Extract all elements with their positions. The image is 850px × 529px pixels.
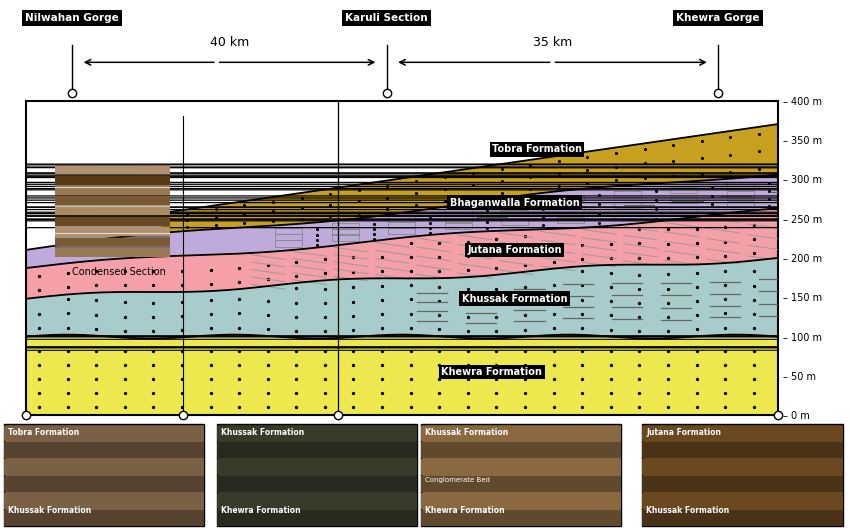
Bar [614, 190, 641, 197]
Text: Khewra Formation: Khewra Formation [425, 506, 505, 515]
Bar [421, 477, 620, 492]
Bar [727, 191, 754, 198]
Text: Jutana Formation: Jutana Formation [468, 245, 562, 255]
Bar [4, 425, 204, 441]
Text: Khussak Formation: Khussak Formation [221, 428, 304, 437]
Polygon shape [26, 258, 778, 339]
Bar [55, 176, 170, 185]
Bar [332, 229, 359, 235]
Bar [642, 460, 843, 475]
Text: Khussak Formation: Khussak Formation [646, 506, 729, 515]
Bar [421, 424, 620, 526]
Bar [55, 215, 170, 217]
Bar [55, 217, 170, 226]
Bar [421, 510, 620, 526]
Text: Condensed Section: Condensed Section [72, 267, 167, 277]
Bar [217, 460, 416, 475]
Bar [55, 174, 170, 176]
Bar [55, 248, 170, 257]
Bar [727, 200, 754, 207]
Bar [642, 442, 843, 458]
Text: Tobra Formation: Tobra Formation [492, 144, 582, 154]
Bar [558, 206, 585, 212]
Text: Bhaganwalla Formation: Bhaganwalla Formation [450, 198, 580, 208]
Bar [217, 425, 416, 441]
Bar [217, 442, 416, 458]
Text: Jutana Formation: Jutana Formation [646, 428, 721, 437]
Bar [55, 164, 170, 166]
Bar [445, 215, 472, 222]
Bar [501, 210, 528, 216]
Bar [642, 424, 843, 526]
Bar [275, 228, 303, 234]
Bar [55, 247, 170, 248]
Bar [558, 195, 585, 202]
Bar [421, 460, 620, 475]
Bar [55, 236, 170, 238]
Bar [614, 213, 641, 219]
Bar [421, 442, 620, 458]
Bar [217, 424, 416, 526]
Bar [217, 477, 416, 492]
Bar [275, 234, 303, 241]
Bar [332, 223, 359, 229]
Text: Khewra Formation: Khewra Formation [441, 367, 542, 377]
Bar [727, 183, 754, 189]
Polygon shape [26, 335, 778, 415]
Text: Karuli Section: Karuli Section [345, 13, 428, 23]
Bar [4, 510, 204, 526]
Bar [217, 510, 416, 526]
Text: Conglomerate Bed: Conglomerate Bed [425, 477, 490, 483]
Text: 35 km: 35 km [533, 36, 572, 49]
Bar [55, 226, 170, 227]
Bar [4, 477, 204, 492]
Bar [642, 477, 843, 492]
Bar [445, 208, 472, 215]
Bar [388, 228, 415, 234]
Text: Khussak Formation: Khussak Formation [462, 294, 567, 304]
Bar [614, 202, 641, 208]
Bar [55, 196, 170, 205]
Bar [642, 494, 843, 509]
Text: Khewra Gorge: Khewra Gorge [677, 13, 760, 23]
Bar [670, 197, 697, 203]
Bar [55, 205, 170, 207]
Bar [642, 510, 843, 526]
Bar [501, 219, 528, 225]
Bar [55, 227, 170, 236]
Bar [55, 195, 170, 196]
Bar [55, 207, 170, 215]
Bar [55, 166, 170, 174]
Bar [4, 442, 204, 458]
Text: Tobra Formation: Tobra Formation [8, 428, 80, 437]
Bar [642, 425, 843, 441]
Bar [275, 241, 303, 247]
Bar [445, 223, 472, 229]
Polygon shape [26, 208, 778, 299]
Text: Khewra Formation: Khewra Formation [221, 506, 301, 515]
Bar [217, 494, 416, 509]
Bar [4, 460, 204, 475]
Polygon shape [162, 124, 778, 233]
Bar [421, 425, 620, 441]
Bar [388, 222, 415, 229]
Text: Nilwahan Gorge: Nilwahan Gorge [26, 13, 119, 23]
Bar [670, 187, 697, 193]
Text: 40 km: 40 km [210, 36, 249, 49]
Bar [501, 201, 528, 207]
Bar [55, 185, 170, 186]
Bar [4, 494, 204, 509]
Bar [55, 186, 170, 195]
Bar [421, 494, 620, 509]
Bar [332, 234, 359, 241]
Bar [4, 424, 204, 526]
Text: Khussak Formation: Khussak Formation [8, 506, 92, 515]
Bar [558, 216, 585, 223]
Text: Khussak Formation: Khussak Formation [425, 428, 508, 437]
Bar [388, 216, 415, 222]
Bar [670, 207, 697, 213]
Polygon shape [26, 175, 778, 268]
Bar [55, 238, 170, 247]
